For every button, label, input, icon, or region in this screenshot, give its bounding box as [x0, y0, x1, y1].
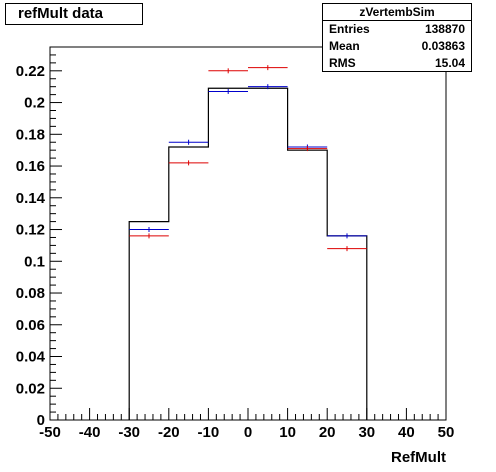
histogram-series: [128, 87, 368, 420]
x-axis-label: RefMult: [391, 449, 446, 466]
stats-title: zVertembSim: [323, 4, 471, 21]
y-tick-label: 0: [37, 412, 45, 429]
stats-value: 0.03863: [421, 39, 465, 53]
stats-key: Entries: [329, 22, 370, 36]
x-tick-label: -10: [198, 424, 220, 441]
x-tick-label: 40: [398, 424, 415, 441]
stats-row-entries: Entries 138870: [323, 21, 471, 38]
x-tick-label: 30: [358, 424, 375, 441]
stats-key: Mean: [329, 39, 360, 53]
y-tick-label: 0.08: [16, 285, 45, 302]
stats-value: 138870: [424, 22, 465, 36]
stats-box: zVertembSim Entries 138870 Mean 0.03863 …: [322, 3, 472, 72]
x-tick-label: -30: [118, 424, 140, 441]
x-tick-label: -20: [158, 424, 180, 441]
y-tick-label: 0.14: [16, 190, 46, 207]
y-tick-label: 0.18: [16, 126, 45, 143]
y-tick-label: 0.02: [16, 380, 45, 397]
y-tick-label: 0.12: [16, 222, 45, 239]
x-tick-label: 20: [319, 424, 336, 441]
y-tick-label: 0.06: [16, 317, 45, 334]
x-tick-label: 10: [279, 424, 296, 441]
y-tick-label: 0.1: [24, 253, 45, 270]
y-tick-label: 0.22: [16, 63, 45, 80]
x-tick-label: -50: [39, 424, 61, 441]
y-tick-label: 0.2: [24, 95, 45, 112]
y-tick-label: 0.04: [16, 349, 46, 366]
x-tick-label: 0: [244, 424, 252, 441]
stats-value: 15.04: [434, 56, 465, 70]
stats-row-mean: Mean 0.03863: [323, 38, 471, 55]
plot-frame: [49, 46, 447, 421]
stats-row-rms: RMS 15.04: [323, 55, 471, 72]
plot-title: refMult data: [5, 3, 143, 25]
x-tick-label: -40: [79, 424, 101, 441]
stats-key: RMS: [329, 56, 356, 70]
y-tick-label: 0.16: [16, 158, 45, 175]
x-tick-label: 50: [438, 424, 455, 441]
